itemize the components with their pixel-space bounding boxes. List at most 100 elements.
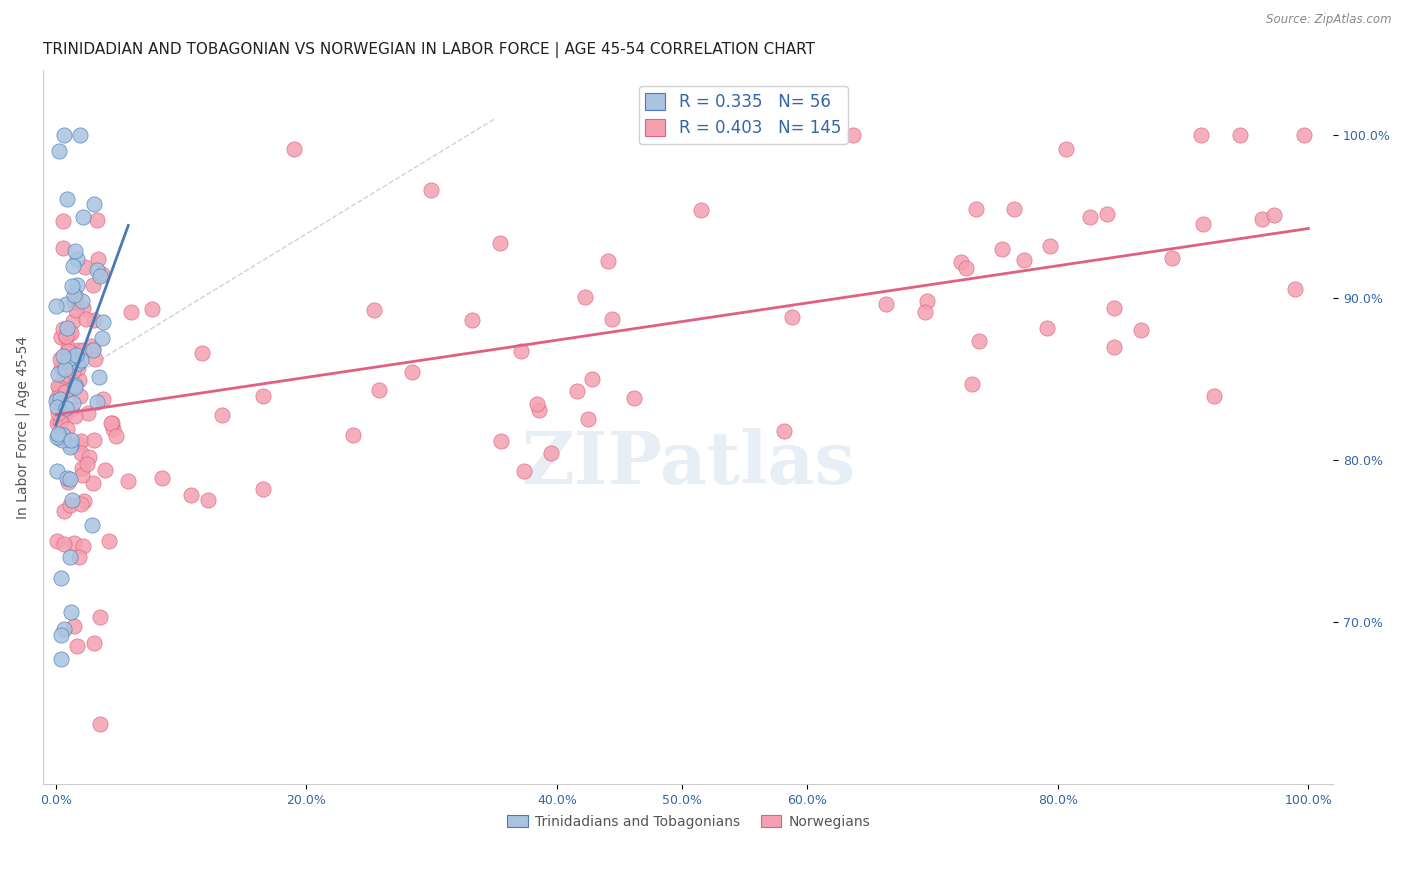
Point	[1054, 142, 1077, 156]
Point	[62, 287, 84, 301]
Point	[69, 128, 91, 143]
Point	[52, 428, 75, 442]
Point	[211, 408, 233, 422]
Point	[105, 428, 128, 442]
Point	[77, 450, 100, 464]
Point	[960, 376, 983, 391]
Point	[55, 471, 77, 485]
Point	[67, 360, 90, 375]
Point	[100, 416, 122, 430]
Point	[46, 378, 69, 392]
Point	[367, 383, 389, 397]
Point	[49, 571, 72, 585]
Point	[55, 329, 77, 343]
Point	[62, 294, 84, 309]
Point	[82, 343, 104, 357]
Point	[53, 384, 76, 399]
Point	[527, 403, 550, 417]
Point	[965, 202, 987, 216]
Point	[53, 128, 76, 143]
Point	[97, 534, 120, 549]
Point	[63, 619, 86, 633]
Point	[45, 416, 67, 430]
Point	[51, 434, 73, 448]
Point	[1035, 321, 1057, 335]
Point	[60, 438, 83, 452]
Point	[82, 343, 104, 358]
Point	[86, 212, 108, 227]
Point	[45, 391, 67, 405]
Point	[70, 497, 93, 511]
Point	[574, 291, 596, 305]
Text: ZIPatlas: ZIPatlas	[522, 427, 855, 499]
Point	[461, 312, 484, 326]
Point	[72, 539, 94, 553]
Point	[1002, 202, 1025, 216]
Point	[56, 475, 79, 490]
Point	[89, 269, 111, 284]
Point	[62, 259, 84, 273]
Point	[49, 628, 72, 642]
Point	[80, 518, 103, 533]
Point	[65, 639, 87, 653]
Point	[52, 349, 75, 363]
Point	[1078, 211, 1101, 225]
Point	[91, 315, 114, 329]
Point	[1104, 340, 1126, 354]
Point	[56, 192, 79, 206]
Point	[83, 313, 105, 327]
Y-axis label: In Labor Force | Age 45-54: In Labor Force | Age 45-54	[15, 336, 30, 519]
Point	[1202, 389, 1225, 403]
Point	[72, 210, 94, 224]
Point	[76, 406, 98, 420]
Point	[60, 326, 83, 340]
Point	[63, 536, 86, 550]
Point	[62, 350, 84, 364]
Point	[875, 297, 897, 311]
Point	[59, 440, 82, 454]
Point	[60, 402, 83, 417]
Point	[55, 330, 77, 344]
Point	[623, 391, 645, 405]
Point	[65, 348, 87, 362]
Point	[48, 381, 70, 395]
Point	[69, 388, 91, 402]
Point	[65, 302, 87, 317]
Point	[75, 260, 97, 274]
Point	[46, 426, 69, 441]
Point	[58, 327, 80, 342]
Point	[70, 467, 93, 482]
Point	[46, 464, 69, 478]
Point	[89, 716, 111, 731]
Point	[53, 384, 76, 399]
Point	[52, 369, 75, 384]
Point	[83, 352, 105, 367]
Point	[419, 183, 441, 197]
Point	[89, 609, 111, 624]
Point	[60, 493, 83, 508]
Point	[63, 244, 86, 259]
Point	[55, 321, 77, 335]
Point	[73, 494, 96, 508]
Point	[62, 396, 84, 410]
Point	[63, 409, 86, 423]
Point	[1229, 128, 1251, 143]
Point	[1130, 323, 1153, 337]
Point	[363, 302, 385, 317]
Point	[63, 378, 86, 392]
Point	[52, 241, 75, 255]
Point	[70, 352, 93, 367]
Point	[93, 392, 115, 406]
Point	[83, 433, 105, 447]
Point	[93, 463, 115, 477]
Point	[780, 310, 803, 324]
Point	[72, 301, 94, 315]
Point	[56, 343, 79, 358]
Point	[55, 362, 77, 376]
Point	[46, 406, 69, 420]
Point	[991, 242, 1014, 256]
Point	[82, 277, 104, 292]
Point	[86, 395, 108, 409]
Point	[67, 550, 90, 565]
Point	[48, 145, 70, 159]
